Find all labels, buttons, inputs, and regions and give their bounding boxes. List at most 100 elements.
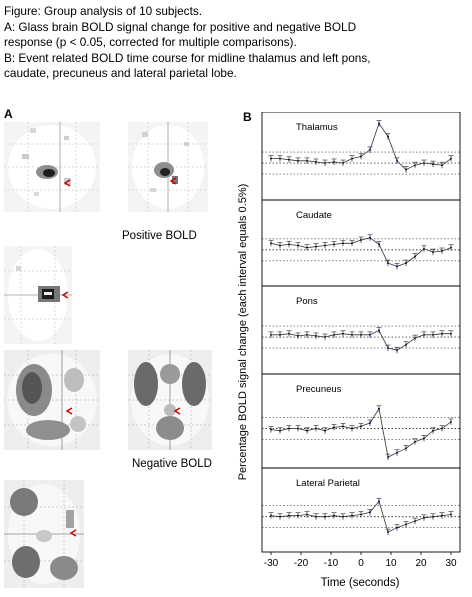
data-point (342, 162, 344, 164)
data-point (441, 332, 443, 335)
caption-line: caudate, precuneus and lateral parietal … (4, 66, 237, 80)
data-point (414, 337, 416, 340)
data-point (396, 159, 398, 162)
panel-frame (261, 285, 461, 375)
data-point (423, 516, 425, 519)
data-point (405, 343, 407, 346)
data-point (450, 513, 452, 516)
data-point (315, 161, 317, 163)
data-point (342, 515, 344, 518)
data-point (351, 157, 353, 160)
data-point (432, 333, 434, 336)
data-point (315, 245, 317, 248)
glass-brain-positive-sagittal (4, 122, 100, 212)
data-point (324, 336, 326, 338)
panel-a-label: A (4, 107, 13, 121)
x-tick-labels: -30 -20 -10 0 10 20 30 (264, 552, 457, 569)
data-point (369, 333, 371, 336)
data-point (450, 421, 452, 423)
data-point (405, 262, 407, 264)
panel-b-label: B (243, 110, 252, 124)
data-point (306, 513, 308, 516)
data-point (333, 161, 335, 163)
time-course-chart: Percentage BOLD signal change (each inte… (237, 111, 461, 589)
data-point (369, 422, 371, 424)
data-point (315, 427, 317, 430)
caption-line: response (p < 0.05, corrected for multip… (4, 35, 297, 49)
data-point (396, 349, 398, 352)
x-tick-label: 10 (385, 558, 397, 569)
cursor-marker (61, 291, 69, 299)
cursor-marker (65, 407, 73, 415)
data-point (450, 246, 452, 249)
data-point (288, 243, 290, 246)
glass-brain-negative-coronal (128, 350, 212, 450)
data-point (333, 426, 335, 429)
glass-brain-positive-axial (4, 246, 72, 344)
data-point (432, 163, 434, 166)
data-point (423, 437, 425, 440)
data-point (279, 333, 281, 336)
data-point (270, 514, 272, 517)
panel-caudate: Caudate (261, 199, 461, 287)
x-tick-label: -30 (264, 558, 279, 569)
data-point (351, 333, 353, 336)
cursor-marker (169, 177, 177, 185)
data-point (387, 135, 389, 138)
data-point (378, 122, 380, 125)
x-tick-label: 30 (445, 558, 457, 569)
data-point (333, 243, 335, 246)
data-point (369, 236, 371, 239)
data-point (414, 164, 416, 167)
series-label: Lateral Parietal (296, 478, 360, 489)
x-tick-label: -10 (324, 558, 339, 569)
data-point (414, 520, 416, 523)
data-point (432, 515, 434, 518)
data-point (423, 333, 425, 336)
data-point (441, 250, 443, 252)
data-point (315, 515, 317, 518)
data-point (288, 332, 290, 335)
data-point (387, 531, 389, 534)
x-tick-label: 0 (358, 558, 364, 569)
y-axis-label: Percentage BOLD signal change (each inte… (237, 184, 249, 481)
panel-frame (261, 373, 461, 469)
panel-precuneus: Precuneus (261, 373, 461, 469)
data-point (378, 329, 380, 332)
data-point (432, 251, 434, 253)
data-point (306, 246, 308, 249)
series-label: Pons (296, 296, 318, 307)
data-point (324, 162, 326, 164)
glass-brain-negative-sagittal (4, 350, 100, 450)
data-point (351, 514, 353, 517)
data-point (414, 440, 416, 443)
data-point (414, 255, 416, 258)
data-point (369, 148, 371, 151)
data-point (342, 425, 344, 428)
data-point (288, 514, 290, 517)
panel-pons: Pons (261, 285, 461, 375)
data-point (441, 164, 443, 167)
data-point (450, 332, 452, 335)
data-point (297, 427, 299, 430)
series-line (270, 407, 452, 458)
data-point (405, 447, 407, 450)
data-point (297, 244, 299, 247)
data-point (405, 523, 407, 526)
data-point (396, 526, 398, 529)
data-point (387, 347, 389, 349)
data-point (270, 428, 272, 431)
data-point (270, 242, 272, 245)
data-point (423, 162, 425, 164)
caption-line: Figure: Group analysis of 10 subjects. (4, 4, 203, 18)
data-point (432, 429, 434, 432)
data-point (342, 332, 344, 335)
data-point (270, 333, 272, 336)
x-tick-label: -20 (294, 558, 309, 569)
series-label: Caudate (296, 210, 332, 221)
data-point (450, 157, 452, 160)
data-point (333, 514, 335, 517)
data-point (405, 168, 407, 171)
data-point (306, 429, 308, 432)
data-point (288, 427, 290, 430)
